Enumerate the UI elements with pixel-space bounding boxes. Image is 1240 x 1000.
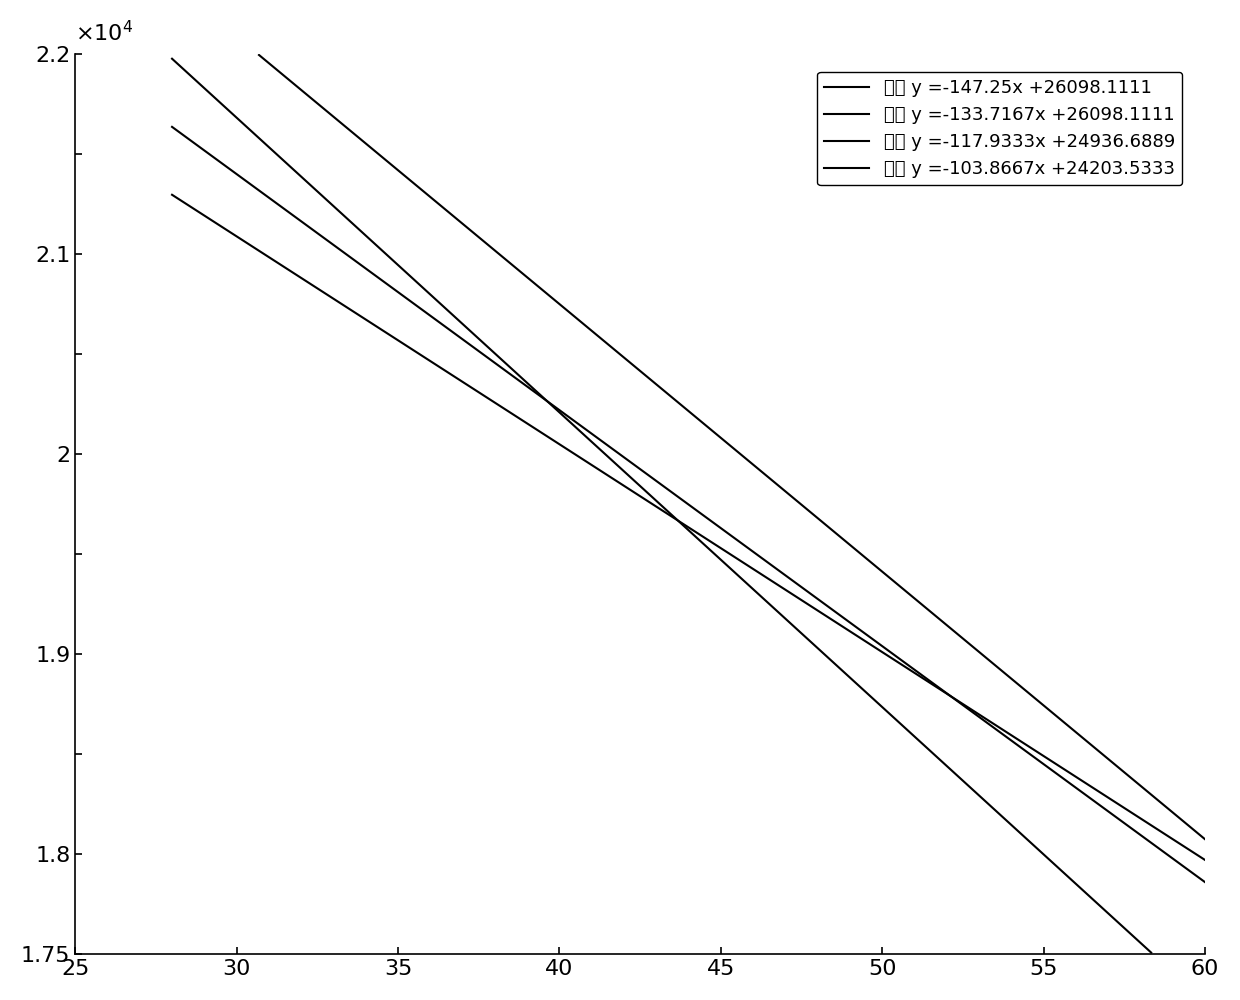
回归 y =-117.9333x +24936.6889 (780, 570, 795, 582)
Line: 回归 y =-147.25x +26098.1111: 回归 y =-147.25x +26098.1111 (172, 59, 1151, 953)
回归 y =-133.7167x +26098.1111 (1198, 833, 1213, 845)
回归 y =-117.9333x +24936.6889 (1198, 876, 1213, 888)
回归 y =-133.7167x +26098.1111 (815, 516, 830, 528)
回归 y =-133.7167x +26098.1111 (347, 128, 362, 140)
回归 y =-103.8667x +24203.5333 (1173, 838, 1188, 850)
回归 y =-147.25x +26098.1111 (1143, 947, 1158, 959)
回归 y =-103.8667x +24203.5333 (723, 549, 738, 561)
回归 y =-103.8667x +24203.5333 (780, 585, 795, 597)
回归 y =-147.25x +26098.1111 (481, 342, 496, 354)
Line: 回归 y =-117.9333x +24936.6889: 回归 y =-117.9333x +24936.6889 (172, 127, 1205, 882)
回归 y =-147.25x +26098.1111 (239, 121, 254, 133)
回归 y =-117.9333x +24936.6889 (661, 484, 676, 496)
回归 y =-103.8667x +24203.5333 (661, 509, 676, 521)
回归 y =-117.9333x +24936.6889 (1012, 740, 1027, 752)
回归 y =-133.7167x +26098.1111 (895, 583, 910, 595)
回归 y =-117.9333x +24936.6889 (723, 530, 738, 542)
Line: 回归 y =-103.8667x +24203.5333: 回归 y =-103.8667x +24203.5333 (172, 195, 1205, 860)
回归 y =-133.7167x +26098.1111 (252, 49, 267, 61)
Legend: 回归 y =-147.25x +26098.1111, 回归 y =-133.7167x +26098.1111, 回归 y =-117.9333x +2493: 回归 y =-147.25x +26098.1111, 回归 y =-133.7… (817, 72, 1183, 185)
回归 y =-133.7167x +26098.1111 (322, 107, 337, 119)
回归 y =-133.7167x +26098.1111 (717, 435, 732, 447)
回归 y =-103.8667x +24203.5333 (1198, 854, 1213, 866)
回归 y =-103.8667x +24203.5333 (1012, 734, 1027, 746)
Text: $\times 10^{4}$: $\times 10^{4}$ (76, 20, 134, 45)
回归 y =-133.7167x +26098.1111 (329, 112, 343, 124)
回归 y =-103.8667x +24203.5333 (655, 505, 670, 517)
回归 y =-117.9333x +24936.6889 (165, 121, 180, 133)
回归 y =-147.25x +26098.1111 (598, 448, 613, 460)
回归 y =-103.8667x +24203.5333 (165, 189, 180, 201)
回归 y =-117.9333x +24936.6889 (1173, 858, 1188, 870)
回归 y =-147.25x +26098.1111 (218, 102, 233, 114)
回归 y =-147.25x +26098.1111 (314, 189, 329, 201)
回归 y =-117.9333x +24936.6889 (655, 480, 670, 492)
回归 y =-147.25x +26098.1111 (1001, 816, 1016, 828)
回归 y =-147.25x +26098.1111 (165, 53, 180, 65)
Line: 回归 y =-133.7167x +26098.1111: 回归 y =-133.7167x +26098.1111 (259, 55, 1205, 839)
